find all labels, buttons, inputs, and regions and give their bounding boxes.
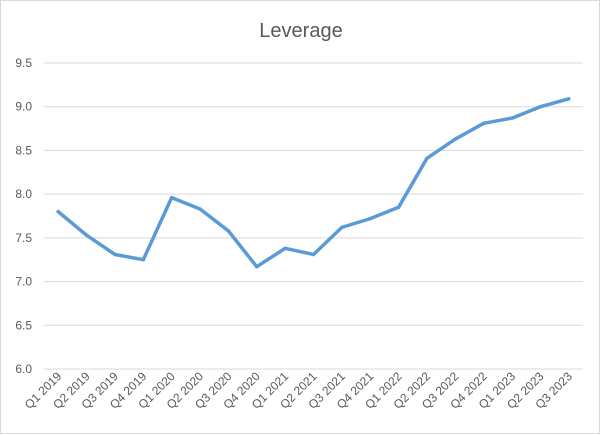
y-tick-label: 7.0 — [15, 275, 32, 289]
chart-title: Leverage — [259, 20, 342, 42]
y-tick-label: 7.5 — [15, 231, 32, 245]
data-point — [141, 257, 146, 262]
y-axis-tick-labels: 6.0 6.5 7.0 7.5 8.0 8.5 9.0 9.5 — [15, 56, 32, 376]
data-point — [198, 207, 202, 211]
data-point — [283, 246, 287, 251]
y-tick-label: 9.5 — [15, 56, 32, 70]
series-group — [56, 97, 571, 269]
data-point — [368, 216, 372, 221]
data-point — [311, 252, 316, 257]
data-point — [56, 209, 60, 214]
data-point — [481, 121, 486, 126]
y-tick-label: 8.0 — [15, 187, 32, 201]
data-point — [567, 97, 571, 101]
y-tick-label: 9.0 — [15, 100, 32, 114]
data-point — [453, 137, 458, 141]
series-line-0 — [56, 97, 571, 269]
data-point — [169, 195, 174, 200]
data-point — [340, 225, 344, 230]
data-point — [255, 264, 259, 269]
y-tick-label: 6.5 — [15, 318, 32, 332]
gridlines — [44, 62, 583, 370]
data-point — [84, 233, 89, 237]
data-point — [226, 229, 231, 233]
data-point — [113, 252, 117, 257]
data-point — [538, 104, 543, 109]
y-tick-label: 8.5 — [15, 143, 32, 157]
data-point — [396, 205, 401, 210]
data-point — [425, 156, 429, 161]
data-point — [510, 116, 514, 120]
y-tick-label: 6.0 — [15, 362, 32, 376]
